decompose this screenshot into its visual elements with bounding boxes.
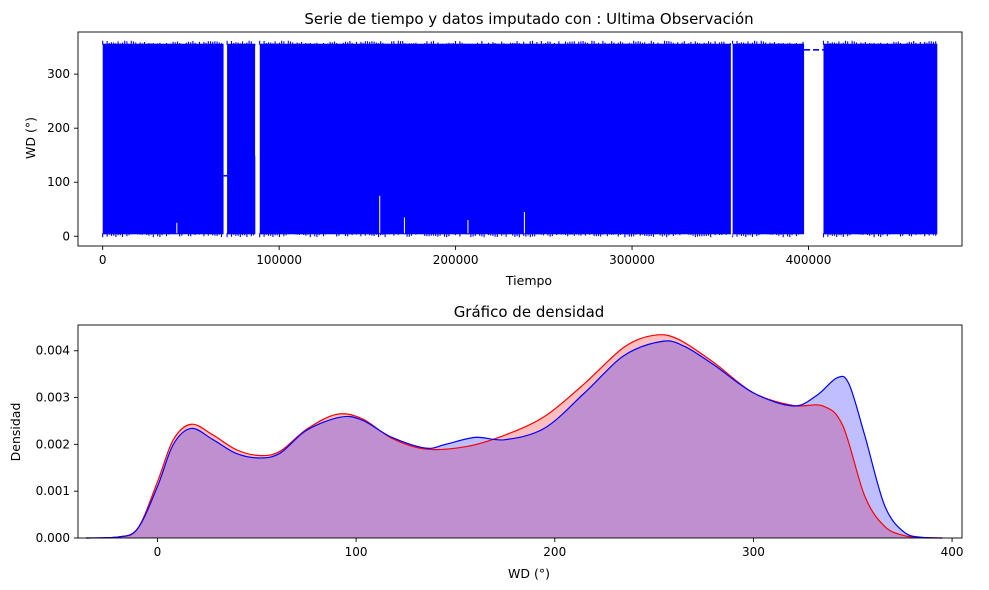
density-x-tick-label: 100	[345, 545, 368, 559]
timeseries-data-edge	[259, 40, 732, 238]
timeseries-y-tick-label: 100	[47, 175, 70, 189]
timeseries-y-tick-label: 200	[47, 121, 70, 135]
timeseries-data-edge	[226, 40, 255, 238]
timeseries-axes: 0 100000 200000 300000 400000 0 100 200 300	[47, 31, 963, 267]
density-y-tick-label: 0.001	[36, 484, 70, 498]
timeseries-data-band	[227, 43, 256, 235]
timeseries-y-tick-label: 300	[47, 67, 70, 81]
density-y-tick-label: 0.002	[36, 437, 70, 451]
timeseries-x-tick-label: 100000	[256, 253, 302, 267]
timeseries-x-tick-label: 200000	[433, 253, 479, 267]
timeseries-y-axis-label: WD (°)	[23, 117, 38, 159]
timeseries-data-band	[102, 43, 224, 235]
timeseries-data-edge	[822, 40, 937, 238]
density-y-axis-label: Densidad	[8, 403, 23, 462]
density-plot-area	[85, 334, 943, 539]
density-y-tick-label: 0.003	[36, 391, 70, 405]
timeseries-x-tick-label: 300000	[609, 253, 655, 267]
timeseries-data-band	[259, 43, 731, 235]
timeseries-x-tick-label: 400000	[786, 253, 832, 267]
density-x-tick-label: 0	[154, 545, 162, 559]
timeseries-data-edge	[732, 40, 804, 238]
timeseries-panel: Serie de tiempo y datos imputado con : U…	[23, 10, 963, 288]
timeseries-x-axis-label: Tiempo	[505, 273, 552, 288]
density-x-tick-label: 200	[543, 545, 566, 559]
timeseries-frame	[77, 31, 963, 247]
density-x-axis-label: WD (°)	[508, 566, 550, 581]
density-panel: Gráfico de densidad 0 100 200 300 400 0.000 0.…	[8, 303, 964, 581]
density-series-1-area	[85, 340, 943, 538]
timeseries-data-band	[732, 43, 805, 235]
density-series-0-line	[85, 334, 943, 539]
timeseries-y-tick-label: 0	[62, 229, 70, 243]
density-y-tick-label: 0.000	[36, 531, 70, 545]
density-title: Gráfico de densidad	[454, 303, 605, 321]
density-frame	[77, 324, 963, 539]
density-series-0-area	[85, 334, 943, 538]
timeseries-title: Serie de tiempo y datos imputado con : U…	[304, 10, 753, 28]
density-y-tick-label: 0.004	[36, 344, 70, 358]
timeseries-plot-area	[102, 40, 938, 238]
density-series-1-line	[85, 340, 943, 539]
timeseries-x-tick-label: 0	[99, 253, 107, 267]
density-x-tick-label: 400	[941, 545, 964, 559]
timeseries-data-edge	[102, 40, 223, 238]
timeseries-data-band	[823, 43, 938, 235]
density-x-tick-label: 300	[742, 545, 765, 559]
density-axes: 0 100 200 300 400 0.000 0.001 0.002 0.003 0.004	[36, 324, 964, 559]
